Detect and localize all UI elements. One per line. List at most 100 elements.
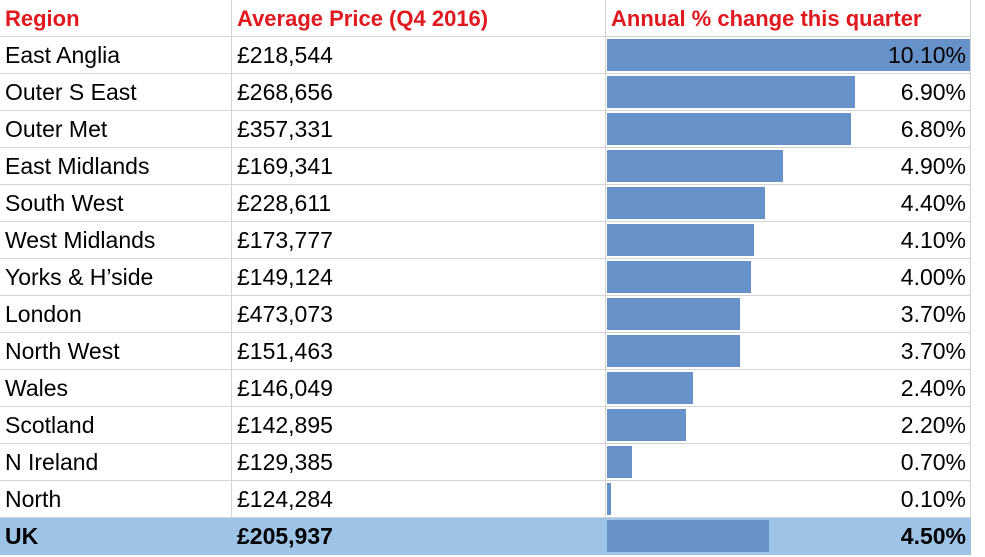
average-price-cell[interactable]: £142,895: [232, 407, 606, 444]
annual-change-cell[interactable]: 3.70%: [606, 333, 971, 370]
annual-change-cell[interactable]: 2.40%: [606, 370, 971, 407]
average-price-cell[interactable]: £268,656: [232, 74, 606, 111]
region-label-cell[interactable]: West Midlands: [0, 222, 232, 259]
average-price-cell[interactable]: £129,385: [232, 444, 606, 481]
region-label-cell[interactable]: South West: [0, 185, 232, 222]
average-price: £151,463: [237, 338, 333, 364]
annual-change: 10.10%: [887, 42, 966, 68]
change-bar: [607, 335, 740, 367]
region-label: Wales: [5, 375, 69, 401]
annual-change: 2.20%: [900, 412, 966, 438]
average-price: £124,284: [237, 486, 333, 512]
table-row: Yorks & H’side £149,124 4.00%: [0, 259, 985, 296]
annual-change-cell[interactable]: 10.10%: [606, 37, 971, 74]
annual-change: 3.70%: [900, 338, 966, 364]
average-price-cell[interactable]: £228,611: [232, 185, 606, 222]
change-bar: [607, 187, 765, 219]
average-price: £228,611: [237, 190, 332, 216]
region-label: East Midlands: [5, 153, 150, 179]
region-label-cell[interactable]: N Ireland: [0, 444, 232, 481]
average-price: £218,544: [237, 42, 333, 68]
average-price-cell[interactable]: £146,049: [232, 370, 606, 407]
annual-change-cell[interactable]: 4.10%: [606, 222, 971, 259]
average-price: £146,049: [237, 375, 333, 401]
change-bar: [607, 39, 970, 71]
region-label: UK: [5, 523, 39, 549]
annual-change: 3.70%: [900, 301, 966, 327]
annual-change-cell[interactable]: 4.00%: [606, 259, 971, 296]
annual-change: 0.70%: [900, 449, 966, 475]
sheet-margin: [971, 0, 985, 557]
annual-change: 0.10%: [900, 486, 966, 512]
total-change-bar: [607, 520, 769, 552]
average-price: £268,656: [237, 79, 333, 105]
annual-change: 6.80%: [900, 116, 966, 142]
region-label-cell[interactable]: Wales: [0, 370, 232, 407]
average-price-cell[interactable]: £173,777: [232, 222, 606, 259]
region-label-cell[interactable]: North: [0, 481, 232, 518]
header-region: Region: [5, 6, 80, 31]
region-label: Yorks & H’side: [5, 264, 154, 290]
annual-change: 6.90%: [900, 79, 966, 105]
header-price: Average Price (Q4 2016): [237, 6, 489, 31]
region-label: North: [5, 486, 62, 512]
region-label: Outer S East: [5, 79, 137, 105]
region-label-cell[interactable]: Scotland: [0, 407, 232, 444]
average-price-cell[interactable]: £357,331: [232, 111, 606, 148]
average-price: £169,341: [237, 153, 333, 179]
average-price-cell[interactable]: £151,463: [232, 333, 606, 370]
annual-change: 4.10%: [900, 227, 966, 253]
region-label-cell[interactable]: North West: [0, 333, 232, 370]
average-price: £357,331: [237, 116, 333, 142]
average-price: £142,895: [237, 412, 333, 438]
annual-change: 4.90%: [900, 153, 966, 179]
annual-change-cell[interactable]: 0.10%: [606, 481, 971, 518]
annual-change-cell[interactable]: 2.20%: [606, 407, 971, 444]
average-price: £473,073: [237, 301, 333, 327]
region-label: N Ireland: [5, 449, 99, 475]
average-price-cell[interactable]: £218,544: [232, 37, 606, 74]
average-price-cell[interactable]: £149,124: [232, 259, 606, 296]
annual-change-cell[interactable]: 6.80%: [606, 111, 971, 148]
change-bar: [607, 113, 851, 145]
region-label-cell[interactable]: East Midlands: [0, 148, 232, 185]
region-label-cell[interactable]: East Anglia: [0, 37, 232, 74]
region-label: Scotland: [5, 412, 95, 438]
table-row: East Midlands £169,341 4.90%: [0, 148, 985, 185]
region-label: East Anglia: [5, 42, 121, 68]
region-label-cell[interactable]: Yorks & H’side: [0, 259, 232, 296]
region-label: London: [5, 301, 82, 327]
table-row: West Midlands £173,777 4.10%: [0, 222, 985, 259]
region-label: West Midlands: [5, 227, 156, 253]
table-row: London £473,073 3.70%: [0, 296, 985, 333]
table-row: N Ireland £129,385 0.70%: [0, 444, 985, 481]
region-label: South West: [5, 190, 124, 216]
total-row: UK £205,937 4.50%: [0, 518, 985, 555]
change-bar: [607, 76, 855, 108]
annual-change-cell[interactable]: 0.70%: [606, 444, 971, 481]
average-price-cell[interactable]: £124,284: [232, 481, 606, 518]
annual-change-cell[interactable]: 4.90%: [606, 148, 971, 185]
average-price-cell[interactable]: £205,937: [232, 518, 606, 555]
region-label-cell[interactable]: Outer S East: [0, 74, 232, 111]
average-price-cell[interactable]: £169,341: [232, 148, 606, 185]
change-bar: [607, 372, 693, 404]
region-label-cell[interactable]: Outer Met: [0, 111, 232, 148]
annual-change-cell[interactable]: 4.40%: [606, 185, 971, 222]
table-row: North £124,284 0.10%: [0, 481, 985, 518]
annual-change-cell[interactable]: 6.90%: [606, 74, 971, 111]
region-label-cell[interactable]: UK: [0, 518, 232, 555]
header-cell-region[interactable]: Region: [0, 0, 232, 37]
header-cell-price[interactable]: Average Price (Q4 2016): [232, 0, 606, 37]
header-cell-change[interactable]: Annual % change this quarter: [606, 0, 971, 37]
annual-change-cell[interactable]: 4.50%: [606, 518, 971, 555]
region-label-cell[interactable]: London: [0, 296, 232, 333]
average-price-cell[interactable]: £473,073: [232, 296, 606, 333]
change-bar: [607, 409, 686, 441]
annual-change: 4.40%: [900, 190, 966, 216]
table-row: East Anglia £218,544 10.10%: [0, 37, 985, 74]
annual-change-cell[interactable]: 3.70%: [606, 296, 971, 333]
change-bar: [607, 298, 740, 330]
change-bar: [607, 483, 611, 515]
